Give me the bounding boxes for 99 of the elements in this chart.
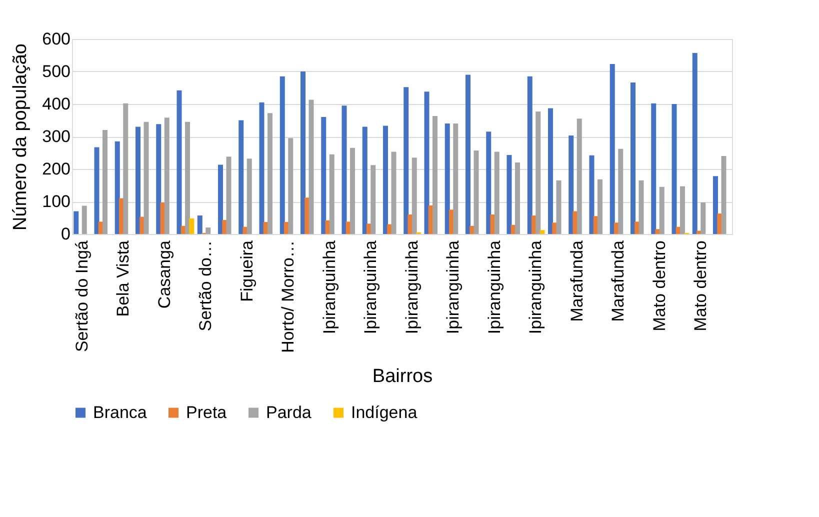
bar	[288, 138, 294, 234]
bar	[494, 152, 500, 234]
bar	[383, 126, 388, 234]
bar	[280, 76, 285, 234]
legend-label: Indígena	[351, 402, 418, 422]
bar	[226, 156, 232, 234]
y-tick-label: 0	[61, 224, 70, 244]
bar	[206, 228, 211, 234]
x-tick-label: Bela Vista	[114, 240, 133, 317]
bar	[568, 136, 574, 234]
bar	[424, 92, 430, 234]
bar	[94, 147, 100, 234]
bar	[659, 186, 664, 234]
bar	[717, 214, 722, 234]
bar	[506, 155, 512, 234]
bar	[536, 111, 541, 234]
bar	[540, 230, 545, 234]
x-tick-label: Marafunda	[608, 240, 628, 322]
bar	[598, 179, 602, 234]
bar	[185, 122, 190, 234]
bar	[618, 148, 624, 234]
bar	[222, 220, 228, 234]
bar	[189, 218, 194, 234]
bar	[474, 150, 479, 234]
bar	[527, 76, 532, 234]
y-tick-label: 600	[42, 30, 70, 48]
x-tick-label: Ipiranguinha	[320, 240, 339, 334]
bar	[156, 124, 162, 234]
bar	[721, 156, 726, 234]
bar	[638, 180, 644, 234]
bar	[466, 74, 470, 234]
x-tick-label: Ipiranguinha	[484, 240, 504, 334]
y-tick-label: 500	[42, 62, 70, 81]
x-tick-label: Sertão do…	[196, 240, 216, 332]
bar	[453, 124, 458, 234]
bar	[700, 202, 706, 234]
x-tick-label: Ipiranguinha	[444, 240, 463, 334]
bar	[634, 222, 640, 234]
x-tick-label: Ipiranguinha	[526, 240, 546, 334]
bar	[123, 103, 128, 234]
y-tick-label: 200	[42, 160, 70, 178]
bar	[552, 222, 558, 234]
bar	[268, 113, 272, 234]
x-tick-label: Marafunda	[567, 240, 586, 322]
y-tick-label: 100	[42, 192, 70, 211]
bar	[610, 64, 615, 234]
bar	[176, 90, 182, 234]
bar	[114, 141, 120, 234]
y-axis-title: Número da população	[10, 44, 32, 230]
bar	[164, 118, 170, 234]
bar	[651, 103, 656, 234]
y-tick-label: 400	[42, 94, 70, 114]
x-tick-label: Casanga	[154, 240, 174, 309]
bar	[444, 124, 450, 234]
bar	[350, 148, 355, 234]
bar	[136, 126, 140, 234]
x-tick-label: Ipiranguinha	[402, 240, 422, 334]
bar	[556, 180, 562, 234]
bar	[102, 130, 108, 234]
bar	[329, 154, 334, 234]
bar	[246, 158, 252, 234]
bar	[692, 52, 698, 234]
bar	[370, 165, 376, 234]
bar	[713, 176, 718, 234]
legend-label: Preta	[186, 402, 228, 422]
bar	[391, 152, 396, 234]
bar	[548, 108, 553, 234]
bar	[515, 162, 520, 234]
legend-label: Parda	[266, 402, 312, 422]
bar	[680, 186, 685, 234]
x-tick-label: Sertão do Ingá	[72, 240, 92, 352]
bar	[218, 164, 223, 234]
legend-label: Branca	[93, 402, 148, 422]
x-tick-label: Mato dentro	[691, 240, 710, 332]
bar	[321, 117, 326, 234]
bar	[486, 132, 492, 234]
x-tick-label: Horto/ Morro…	[278, 240, 298, 353]
bar	[672, 104, 677, 234]
bar	[589, 155, 594, 234]
x-axis-title: Bairros	[372, 366, 433, 387]
bar	[362, 126, 368, 234]
x-tick-label: Ipiranguinha	[361, 240, 380, 334]
bar	[197, 215, 202, 234]
bar	[404, 87, 409, 234]
bar	[300, 72, 306, 234]
bar	[238, 120, 244, 234]
x-tick-label: Mato dentro	[650, 240, 669, 332]
bar	[412, 158, 417, 234]
bar	[144, 122, 149, 234]
bar	[576, 118, 582, 234]
bar	[259, 102, 264, 234]
x-tick-label: Figueira	[237, 240, 256, 302]
bar	[342, 106, 347, 234]
bar	[432, 116, 438, 234]
bar	[630, 82, 636, 234]
bar	[74, 211, 79, 234]
bar	[308, 100, 314, 234]
y-tick-label: 300	[42, 127, 70, 146]
bar	[82, 206, 87, 234]
